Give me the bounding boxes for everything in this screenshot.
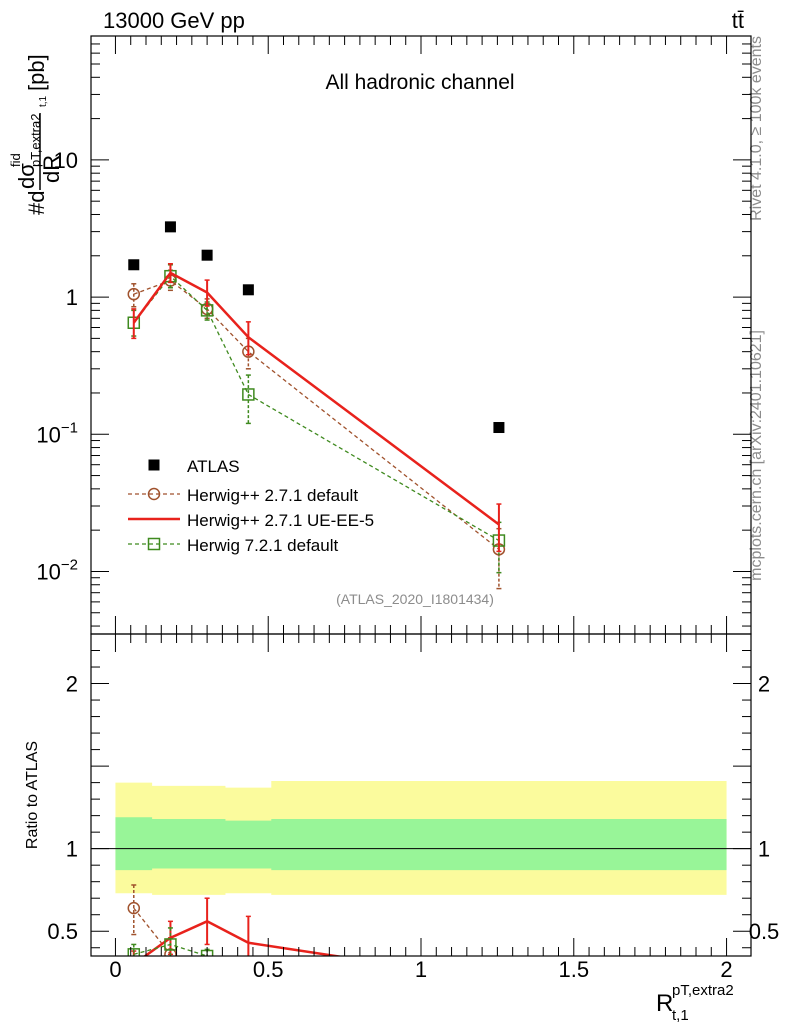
ratio-point-herwig-7-2-1-default: [127, 948, 141, 956]
svg-text:t,1: t,1: [38, 95, 49, 107]
x-tick-label: 2: [720, 957, 732, 982]
legend-marker: [148, 459, 160, 471]
ratio-y-tick-label-left: 1: [66, 837, 78, 862]
point-atlas: [493, 422, 505, 434]
x-tick-label: 0: [109, 957, 121, 982]
svg-text:[pb]: [pb]: [24, 54, 49, 91]
chart-title: All hadronic channel: [325, 71, 514, 94]
x-tick-labels: 0 0.5 1 1.5 2: [109, 957, 732, 982]
ratio-y-tick-label-left: 2: [66, 672, 78, 697]
ratio-y-tick-label-left: 0.5: [47, 919, 78, 944]
legend-marker: [147, 537, 161, 551]
ratio-axis-ticks: [91, 633, 751, 956]
ratio-panel: 0.5 0.5 1 1 2 2 Ratio to ATLAS: [24, 633, 779, 998]
point-atlas: [164, 221, 176, 233]
legend-label: Herwig++ 2.7.1 UE-EE-5: [187, 511, 374, 530]
main-panel: 10−2 10−1 1 10 All hadronic channel (ATLAS_…: [8, 35, 752, 635]
ratio-point-herwig-2-7-1-default: [127, 901, 141, 915]
legend-label: ATLAS: [187, 457, 240, 476]
x-tick-label: 1.5: [558, 957, 589, 982]
mcplots-label: mcplots.cern.ch [arXiv:2401.10621]: [748, 330, 765, 581]
main-y-tick-label: 1: [66, 285, 78, 310]
x-tick-label: 1: [415, 957, 427, 982]
point-atlas: [201, 249, 213, 261]
ratio-y-tick-labels: 0.5 0.5 1 1 2 2: [47, 672, 779, 945]
main-y-tick-label: 10−2: [36, 556, 78, 584]
analysis-id: (ATLAS_2020_I1801434): [336, 591, 494, 607]
ratio-point-herwig-7-2-1-default: [164, 938, 177, 951]
svg-text:pT,extra2: pT,extra2: [672, 982, 734, 999]
main-y-tick-labels: 10−2 10−1 1 10: [36, 148, 78, 585]
ratio-point-herwig-7-2-1-default: [493, 984, 504, 995]
svg-text:dσ: dσ: [14, 163, 39, 189]
legend-item: Herwig++ 2.7.1 UE-EE-5: [128, 511, 374, 530]
svg-text:R: R: [656, 990, 673, 1017]
ratio-y-tick-label-right: 0.5: [749, 919, 780, 944]
main-y-tick-label: 10: [54, 148, 78, 173]
ratio-line-herwig-7-2-1-default: [133, 943, 209, 956]
ratio-band-inner: [115, 817, 727, 871]
ratio-point-herwig-2-7-1-default: [243, 985, 254, 996]
ratio-line-herwig-2-7-1-ue-ee-5: [143, 919, 344, 956]
svg-text:fid: fid: [8, 153, 23, 167]
svg-text:dR: dR: [39, 155, 64, 183]
ratio-series: [127, 884, 504, 998]
x-axis-label: R pT,extra2 t,1: [656, 982, 734, 1024]
point-atlas: [242, 284, 254, 296]
svg-text:t,1: t,1: [672, 1007, 689, 1024]
x-tick-label: 0.5: [253, 957, 284, 982]
main-y-tick-label: 10−1: [36, 419, 78, 447]
legend-item: Herwig 7.2.1 default: [128, 536, 338, 555]
legend-label: Herwig++ 2.7.1 default: [187, 486, 358, 505]
main-axis-ticks: [91, 35, 751, 634]
process-label: tt̄: [732, 8, 744, 33]
legend-item: ATLAS: [148, 457, 240, 476]
point-herwig-2-7-1-default: [127, 287, 141, 301]
ratio-point-herwig-2-7-1-default: [493, 987, 504, 998]
legend: ATLAS Herwig++ 2.7.1 default Herwig++ 2.7.…: [128, 457, 374, 555]
svg-text:#d: #d: [24, 191, 49, 215]
ratio-frame: [90, 633, 752, 957]
legend-label: Herwig 7.2.1 default: [187, 536, 338, 555]
ratio-y-tick-label-right: 2: [758, 672, 770, 697]
ratio-point-herwig-2-7-1-default: [202, 979, 213, 990]
point-herwig-7-2-1-default: [242, 388, 255, 401]
legend-marker: [147, 487, 161, 501]
energy-label: 13000 GeV pp: [103, 8, 245, 33]
ratio-uncertainty-bands: [115, 780, 727, 895]
legend-item: Herwig++ 2.7.1 default: [128, 486, 358, 505]
point-atlas: [128, 259, 140, 271]
main-series: [127, 221, 506, 590]
rivet-version-label: Rivet 4.1.0, ≥ 100k events: [748, 36, 765, 221]
ratio-y-axis-label: Ratio to ATLAS: [24, 741, 41, 849]
ratio-y-tick-label-right: 1: [758, 837, 770, 862]
main-y-axis-label: #d dσ fid pT,extra2 t,1 dR [pb]: [8, 54, 64, 215]
